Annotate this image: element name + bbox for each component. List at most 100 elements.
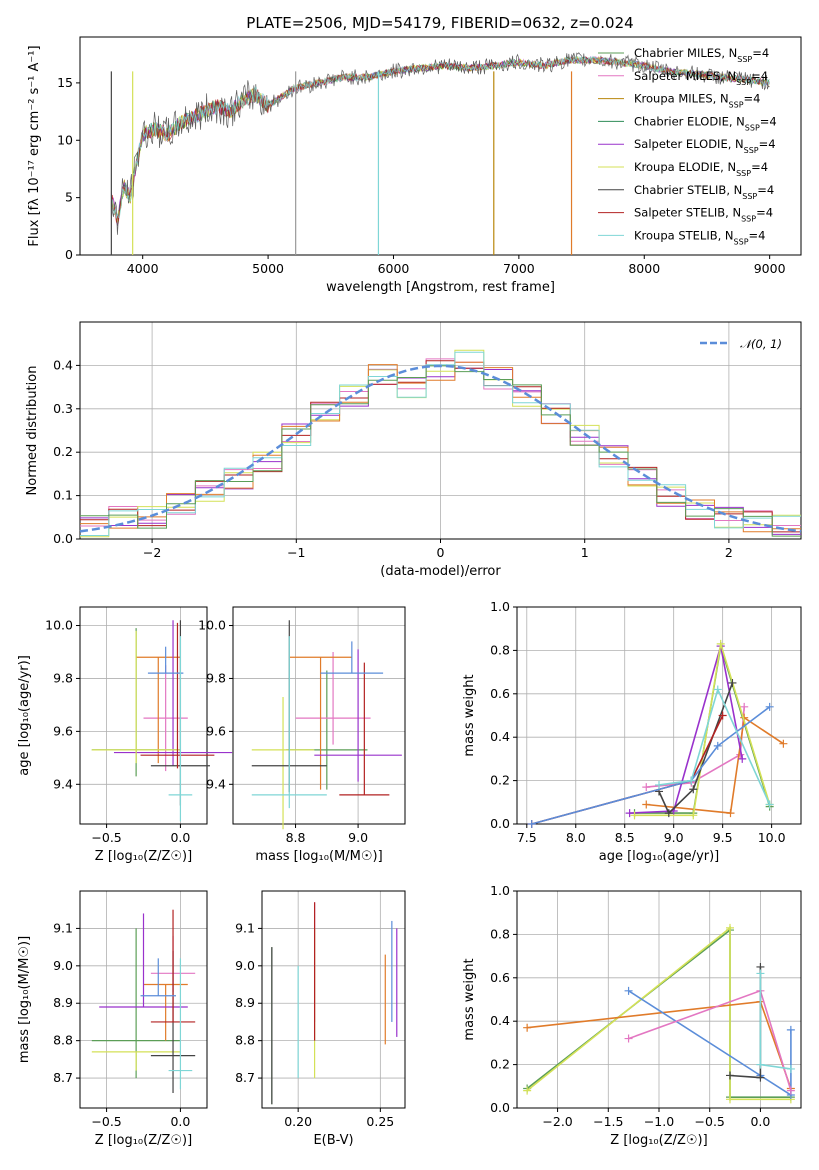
y-axis-label: age [log₁₀(age/yr)] [17, 655, 32, 776]
data-point [756, 1060, 765, 1069]
y-tick-label: 0 [65, 247, 73, 262]
axes-frame [79, 36, 802, 256]
y-tick-label: 0.3 [53, 401, 73, 416]
x-tick-label: 0.25 [366, 1114, 394, 1129]
x-tick-label: −1.5 [593, 1114, 623, 1129]
y-tick-label: 0.1 [53, 488, 73, 503]
y-tick-label: 0.6 [490, 970, 510, 985]
x-tick-label: 8.8 [286, 830, 306, 845]
y-axis-label: mass weight [462, 674, 477, 756]
data-point [726, 1071, 734, 1080]
x-tick-label: −2.0 [542, 1114, 572, 1129]
x-tick-label: 0 [437, 545, 445, 560]
y-tick-label: 8.9 [53, 995, 73, 1010]
x-tick-label: −0.5 [695, 1114, 725, 1129]
y-tick-label: 9.4 [206, 776, 226, 791]
data-point [718, 711, 727, 720]
axes-frame [516, 890, 802, 1109]
data-point [726, 809, 735, 818]
histogram [80, 361, 801, 533]
histogram [80, 367, 801, 535]
x-tick-label: 10.0 [758, 830, 786, 845]
x-tick-label: 0.0 [170, 830, 190, 845]
x-tick-label: 0.0 [750, 1114, 770, 1129]
x-tick-label: 4000 [127, 261, 159, 276]
axes-frame [232, 606, 406, 825]
legend-entry: Salpeter ELODIE, NSSP=4 [634, 137, 776, 155]
y-tick-label: 9.6 [53, 723, 73, 738]
data-point [779, 739, 788, 748]
y-tick-label: 9.8 [206, 670, 226, 685]
x-tick-label: 9.0 [664, 830, 684, 845]
histogram [80, 349, 801, 538]
y-tick-label: 10.0 [198, 618, 226, 633]
x-tick-label: 8000 [628, 261, 660, 276]
series-line [531, 706, 771, 825]
y-tick-label: 8.7 [53, 1070, 73, 1085]
y-axis-label: Normed distribution [25, 366, 40, 496]
x-tick-label: 0.0 [170, 1114, 190, 1129]
y-tick-label: 0.0 [53, 531, 73, 546]
y-tick-label: 15 [57, 75, 73, 90]
x-tick-label: 9.0 [348, 830, 368, 845]
x-tick-label: 8.0 [566, 830, 586, 845]
y-axis-label: mass weight [462, 958, 477, 1040]
x-axis-label: mass [log₁₀(M/M☉)] [255, 849, 382, 864]
data-point [726, 923, 734, 932]
series-line [658, 687, 771, 805]
data-point [728, 678, 737, 687]
y-tick-label: 10.0 [45, 618, 73, 633]
legend-entry: Salpeter STELIB, NSSP=4 [634, 206, 773, 224]
series-line [634, 643, 771, 817]
y-tick-label: 0.2 [490, 1057, 510, 1072]
data-point [527, 820, 536, 828]
data-point [786, 1064, 795, 1073]
y-tick-label: 10 [57, 132, 73, 147]
x-tick-label: 9.5 [713, 830, 733, 845]
y-tick-label: 9.1 [235, 920, 255, 935]
data-point [689, 811, 698, 820]
x-tick-label: −2 [143, 545, 161, 560]
data-point [687, 776, 696, 785]
legend-entry: Salpeter MILES, NSSP=4 [634, 69, 768, 87]
x-axis-label: Z [log₁₀(Z/Z☉)] [95, 849, 192, 864]
spectrum-line [110, 52, 770, 235]
y-tick-label: 9.4 [53, 776, 73, 791]
figure-title: PLATE=2506, MJD=54179, FIBERID=0632, z=0… [246, 14, 633, 32]
axes-frame [261, 890, 406, 1109]
y-tick-label: 0.4 [53, 357, 73, 372]
y-tick-label: 0.8 [490, 642, 510, 657]
legend-entry: Chabrier STELIB, NSSP=4 [634, 183, 774, 201]
y-tick-label: 9.0 [53, 958, 73, 973]
y-axis-label: Flux [fλ 10⁻¹⁷ erg cm⁻² s⁻¹ A⁻¹] [27, 45, 42, 246]
x-axis-label: E(B-V) [313, 1133, 353, 1148]
legend-entry: Kroupa MILES, NSSP=4 [634, 92, 760, 110]
spectrum-line [111, 55, 770, 219]
x-tick-label: 0.20 [284, 1114, 312, 1129]
y-tick-label: 1.0 [490, 599, 510, 614]
data-point [756, 1073, 765, 1082]
data-point [689, 785, 698, 794]
data-point [624, 1034, 633, 1043]
x-axis-label: Z [log₁₀(Z/Z☉)] [610, 1133, 707, 1148]
series-line [628, 990, 792, 1097]
y-tick-label: 0.4 [490, 1013, 510, 1028]
data-point [523, 1023, 532, 1032]
data-point [765, 702, 774, 711]
x-tick-label: 7000 [503, 261, 535, 276]
data-point [713, 741, 722, 750]
series-line [629, 645, 743, 814]
x-tick-label: 9000 [754, 261, 786, 276]
axes-frame [516, 606, 802, 825]
y-tick-label: 5 [65, 190, 73, 205]
data-point [713, 685, 722, 694]
y-tick-label: 0.0 [490, 1100, 510, 1115]
axes-frame [79, 321, 802, 540]
data-point [786, 1025, 795, 1034]
x-axis-label: Z [log₁₀(Z/Z☉)] [95, 1133, 192, 1148]
data-point [716, 639, 725, 648]
normal-curve [79, 364, 802, 533]
y-tick-label: 0.4 [490, 729, 510, 744]
data-point [740, 702, 749, 711]
